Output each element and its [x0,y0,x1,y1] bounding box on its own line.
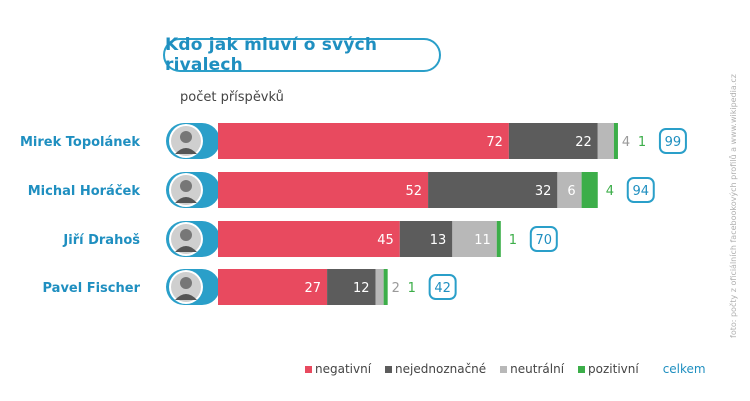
legend-swatch-nejednoznacne [385,365,393,373]
data-label-pozitivni: 1 [509,233,517,248]
legend-item-nejednoznacne: nejednoznačné [385,362,486,376]
data-label-negativni: 72 [486,135,503,150]
category-label: Pavel Fischer [43,281,141,296]
bar-neutralni [597,123,614,159]
legend-swatch-pozitivni [578,365,586,373]
legend-label-nejednoznacne: nejednoznačné [395,362,487,376]
bar-pozitivni [496,221,501,257]
data-label-neutralni: 2 [392,281,400,296]
portrait-head-icon [180,131,192,143]
data-label-neutralni: 11 [474,233,491,248]
data-label-nejednoznacne: 13 [430,233,447,248]
bar-negativni [218,172,429,208]
data-label-pozitivni: 4 [606,184,614,199]
total-box [428,274,457,300]
legend-item-pozitivni: pozitivní [578,362,639,376]
legend-label-neutralni: neutrální [510,362,565,376]
data-label-neutralni: 6 [567,184,575,199]
bar-pozitivni [383,269,388,305]
legend-swatch-neutralni [500,365,508,373]
data-label-negativni: 52 [406,184,423,199]
bar-nejednoznacne [428,172,558,208]
legend-item-neutralni: neutrální [500,362,564,376]
portrait-shoulders-icon [175,294,197,300]
chart-title: Kdo jak mluví o svých rivalech [163,35,441,75]
bar-negativni [218,269,328,305]
total-box [658,128,687,154]
bar-nejednoznacne [508,123,598,159]
total-box [626,177,655,203]
bar-neutralni [452,221,497,257]
data-label-nejednoznacne: 12 [353,281,370,296]
category-label: Michal Horáček [28,184,141,199]
portrait-head-icon [180,180,192,192]
total-label: 70 [536,233,553,248]
data-label-pozitivni: 1 [408,281,416,296]
bar-pozitivni [613,123,618,159]
portrait-shoulders-icon [175,148,197,154]
legend-total-label: celkem [662,362,706,376]
bar-nejednoznacne [399,221,453,257]
legend-label-negativni: negativní [315,362,372,376]
bar-nejednoznacne [327,269,376,305]
bar-neutralni [375,269,384,305]
data-label-neutralni: 4 [622,135,630,150]
bar-negativni [218,123,509,159]
category-label: Jiří Drahoš [62,233,140,248]
total-label: 94 [632,184,649,199]
chart-legend: negativní nejednoznačné neutrální poziti… [305,362,706,376]
data-label-pozitivni: 1 [638,135,646,150]
portrait-head-icon [180,277,192,289]
category-label: Mirek Topolánek [20,135,140,150]
data-label-nejednoznacne: 22 [575,135,592,150]
portrait-shoulders-icon [175,246,197,252]
data-label-negativni: 45 [377,233,394,248]
portrait-shoulders-icon [175,197,197,203]
portrait-head-icon [180,229,192,241]
legend-label-pozitivni: pozitivní [588,362,639,376]
bar-negativni [218,221,400,257]
chart-subtitle: počet příspěvků [180,90,284,105]
legend-item-negativni: negativní [305,362,371,376]
data-label-nejednoznacne: 32 [535,184,552,199]
bar-pozitivni [581,172,598,208]
data-label-negativni: 27 [305,281,322,296]
bar-neutralni [557,172,582,208]
total-label: 42 [434,281,451,296]
total-label: 99 [665,135,682,150]
legend-swatch-negativni [305,365,312,373]
total-box [529,226,558,252]
